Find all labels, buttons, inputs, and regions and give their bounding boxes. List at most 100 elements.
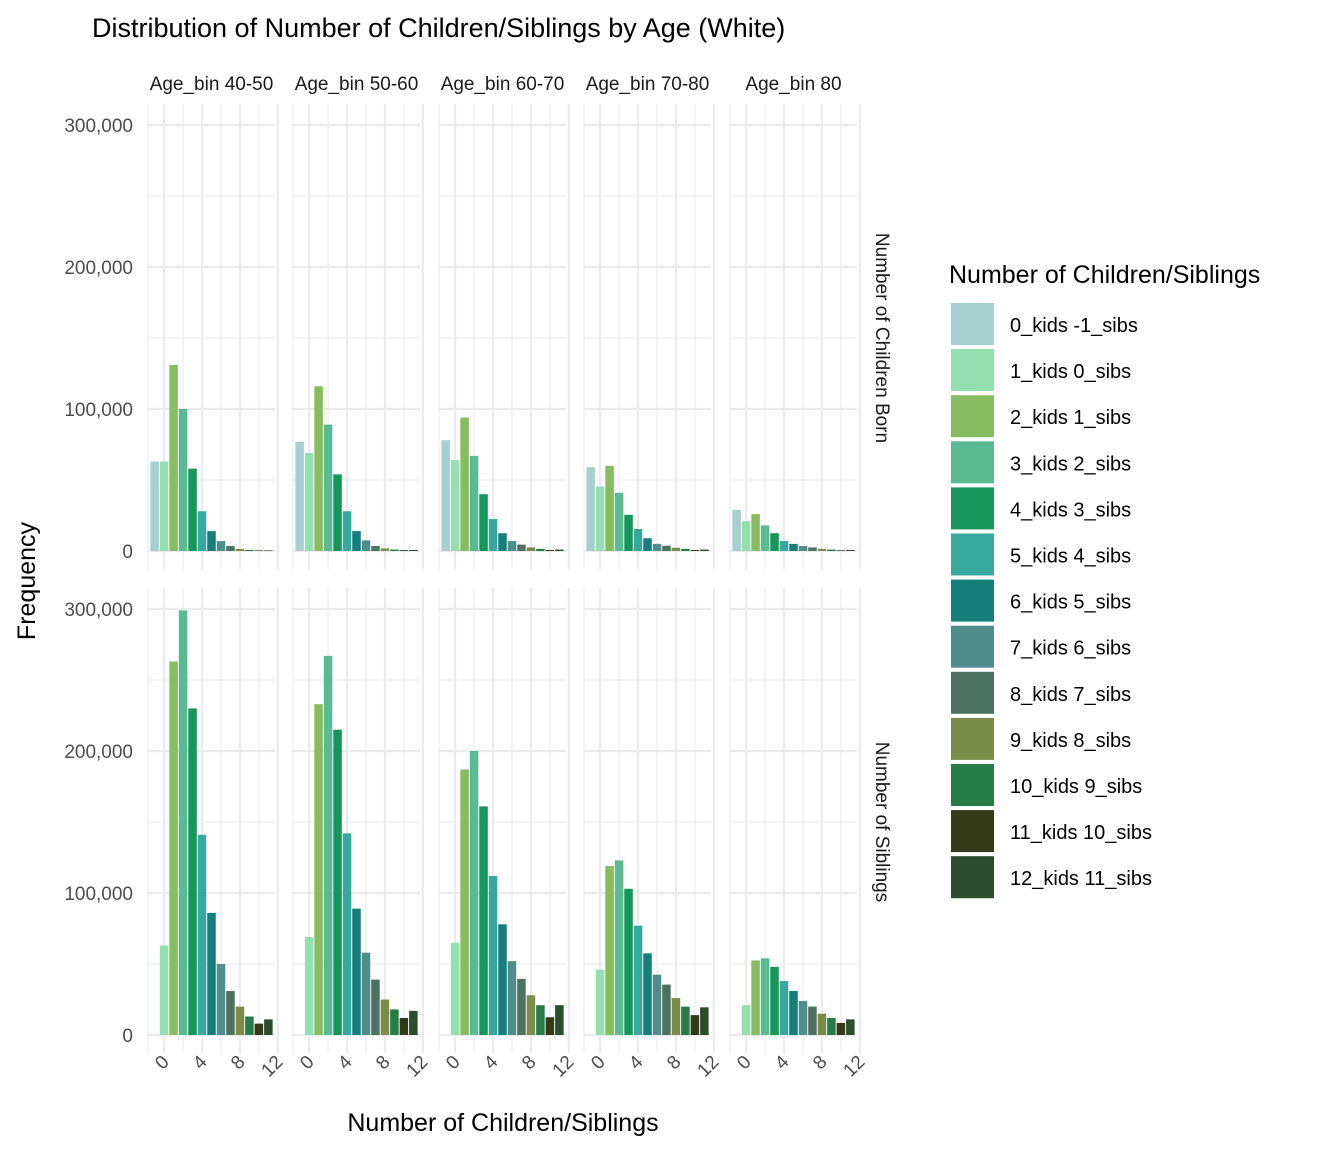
bar (371, 546, 380, 551)
bar (169, 661, 178, 1035)
bar (595, 486, 605, 551)
legend-title: Number of Children/Siblings (949, 261, 1260, 289)
x-tick-label: 12 (258, 1052, 288, 1082)
bar (643, 953, 652, 1035)
bar (633, 528, 643, 551)
bar (507, 961, 517, 1035)
bar (409, 550, 418, 551)
bar (545, 550, 555, 551)
legend: Number of Children/Siblings 0_kids -1_si… (949, 261, 1260, 899)
bar (460, 417, 469, 551)
bar (652, 543, 662, 551)
bar (700, 549, 709, 551)
legend-label: 7_kids 6_sibs (1010, 638, 1131, 660)
bar (361, 952, 371, 1035)
bar (760, 958, 770, 1035)
legend-label: 9_kids 8_sibs (1010, 730, 1131, 752)
bar (526, 995, 536, 1035)
legend-swatch (951, 764, 994, 806)
legend-label: 1_kids 0_sibs (1010, 361, 1131, 383)
bar (352, 531, 361, 551)
legend-label: 12_kids 11_sibs (1010, 868, 1152, 890)
x-tick-label: 0 (296, 1052, 318, 1074)
bar (197, 511, 207, 551)
bar (827, 1017, 836, 1035)
column-strip-label: Age_bin 80 (745, 74, 841, 95)
bar (333, 474, 342, 551)
y-axis-title: Frequency (13, 521, 41, 640)
bar (197, 834, 207, 1035)
bar (323, 655, 333, 1035)
bar (662, 984, 671, 1035)
y-tick-label: 100,000 (64, 400, 133, 421)
legend-item: 9_kids 8_sibs (951, 717, 1131, 760)
bar (846, 550, 855, 551)
bar (808, 547, 817, 551)
y-tick-label: 100,000 (64, 884, 133, 905)
bar (555, 549, 564, 551)
bar (254, 550, 264, 551)
legend-item: 5_kids 4_sibs (951, 533, 1131, 576)
legend-swatch (951, 671, 994, 714)
x-tick-label: 0 (733, 1052, 755, 1074)
legend-item: 2_kids 1_sibs (951, 395, 1131, 438)
legend-item: 6_kids 5_sibs (951, 579, 1131, 622)
bar (207, 912, 216, 1035)
column-strip-label: Age_bin 40-50 (150, 74, 274, 95)
legend-swatch (951, 303, 994, 345)
bar (216, 964, 226, 1035)
bar (409, 1010, 418, 1035)
column-strip-label: Age_bin 50-60 (295, 74, 419, 95)
y-tick-label: 0 (122, 1026, 133, 1047)
bar (624, 514, 633, 551)
bar (741, 521, 751, 551)
x-tick-label: 4 (189, 1051, 212, 1074)
bar (342, 511, 352, 551)
bar (789, 990, 798, 1035)
bar (399, 1017, 409, 1035)
legend-label: 0_kids -1_sibs (1010, 315, 1138, 337)
bar (188, 708, 197, 1035)
y-tick-label: 0 (122, 542, 133, 563)
bar (770, 966, 779, 1035)
y-tick-label: 300,000 (64, 600, 133, 621)
bar (671, 998, 681, 1035)
bar (732, 509, 741, 551)
bar (479, 806, 488, 1035)
bar (633, 925, 643, 1035)
bar (817, 548, 827, 551)
legend-item: 3_kids 2_sibs (951, 441, 1131, 484)
bar (690, 1015, 700, 1035)
bar (304, 453, 314, 551)
bar (469, 455, 479, 551)
bar (159, 945, 169, 1035)
bar (517, 978, 526, 1035)
bar (245, 1016, 254, 1035)
bar (681, 548, 690, 551)
bar (789, 543, 798, 551)
x-tick-label: 4 (771, 1051, 794, 1074)
legend-label: 5_kids 4_sibs (1010, 546, 1131, 568)
bar (314, 386, 323, 551)
bar (517, 544, 526, 551)
x-tick-label: 4 (334, 1051, 357, 1074)
x-axis-title: Number of Children/Siblings (347, 1109, 658, 1137)
x-tick-label: 8 (518, 1052, 540, 1074)
bar (488, 875, 498, 1035)
bar (226, 990, 235, 1035)
x-tick-label: 8 (663, 1052, 685, 1074)
bar (390, 1009, 399, 1035)
bar (779, 981, 789, 1035)
bar (526, 547, 536, 551)
bar (361, 540, 371, 551)
bar (235, 1006, 245, 1035)
bar (498, 533, 507, 551)
bar (207, 531, 216, 551)
bar (741, 1005, 751, 1035)
bar (245, 550, 254, 551)
legend-swatch (951, 395, 994, 438)
bar (681, 1006, 690, 1035)
panel-grid (583, 104, 715, 569)
bar (614, 492, 624, 551)
bar (624, 888, 633, 1035)
